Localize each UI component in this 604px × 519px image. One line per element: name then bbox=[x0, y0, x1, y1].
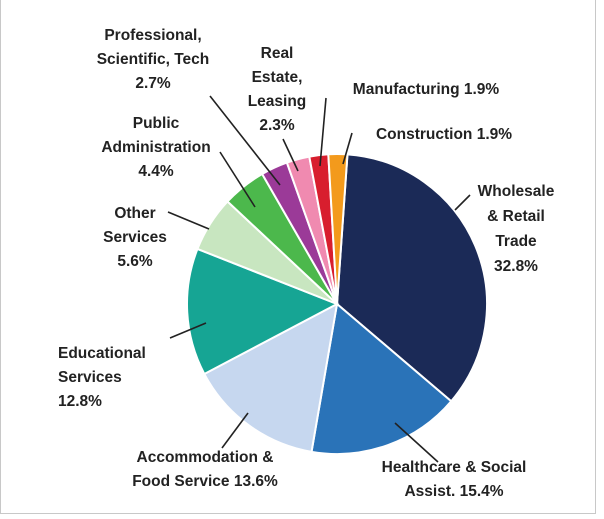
slice-label-3-line-0: Educational bbox=[58, 345, 146, 362]
slice-label-0-line-1: & Retail bbox=[487, 208, 545, 225]
slice-label-3-line-2: 12.8% bbox=[58, 393, 102, 410]
slice-label-5-line-2: 4.4% bbox=[138, 163, 174, 180]
slice-label-7-line-0: Real bbox=[261, 45, 294, 62]
slice-label-4-line-0: Other bbox=[114, 205, 155, 222]
pie-slice-9 bbox=[327, 153, 349, 305]
slice-label-7: Real Estate, Leasing 2.3% bbox=[248, 45, 307, 134]
slice-label-7-line-2: Leasing bbox=[248, 93, 307, 110]
leader-line-2 bbox=[221, 412, 249, 449]
slice-label-0: Wholesale & Retail Trade 32.8% bbox=[478, 183, 555, 275]
slice-label-8-line-0: Manufacturing 1.9% bbox=[353, 81, 500, 98]
slice-label-6-line-0: Professional, bbox=[104, 27, 201, 44]
leader-line-7 bbox=[282, 138, 299, 172]
slice-label-3-line-1: Services bbox=[58, 369, 122, 386]
slice-label-1-line-1: Assist. 15.4% bbox=[404, 483, 503, 500]
slice-label-4-line-1: Services bbox=[103, 229, 167, 246]
slice-label-7-line-1: Estate, bbox=[252, 69, 303, 86]
leader-line-8 bbox=[319, 97, 327, 167]
slice-label-2: Accommodation & Food Service 13.6% bbox=[132, 449, 278, 490]
slice-label-6-line-1: Scientific, Tech bbox=[97, 51, 210, 68]
pie-slices bbox=[186, 153, 488, 455]
leader-line-0 bbox=[454, 194, 471, 211]
slice-label-3: Educational Services 12.8% bbox=[58, 345, 146, 410]
slice-label-7-line-3: 2.3% bbox=[259, 117, 295, 134]
slice-label-4-line-2: 5.6% bbox=[117, 253, 153, 270]
leader-line-4 bbox=[167, 211, 210, 230]
slice-label-0-line-3: 32.8% bbox=[494, 258, 538, 275]
leader-line-9 bbox=[342, 132, 353, 165]
slice-label-8: Manufacturing 1.9% bbox=[353, 81, 500, 98]
pie-slice-2 bbox=[202, 302, 339, 453]
slice-label-9: Construction 1.9% bbox=[376, 126, 512, 143]
slice-label-4: Other Services 5.6% bbox=[103, 205, 167, 270]
slice-label-9-line-0: Construction 1.9% bbox=[376, 126, 512, 143]
leader-line-5 bbox=[219, 151, 256, 208]
leader-line-1 bbox=[394, 422, 439, 463]
slice-label-6: Professional, Scientific, Tech 2.7% bbox=[97, 27, 210, 92]
slice-label-5: Public Administration 4.4% bbox=[101, 115, 210, 180]
slice-label-2-line-0: Accommodation & bbox=[137, 449, 274, 466]
pie-slice-3 bbox=[186, 247, 340, 376]
leader-line-6 bbox=[209, 95, 281, 186]
slice-label-2-line-1: Food Service 13.6% bbox=[132, 473, 278, 490]
pie-slice-1 bbox=[310, 302, 453, 455]
slice-label-1-line-0: Healthcare & Social bbox=[382, 459, 527, 476]
leader-line-3 bbox=[169, 322, 207, 339]
slice-label-5-line-0: Public bbox=[133, 115, 180, 132]
pie-slice-0 bbox=[335, 153, 488, 403]
slice-label-1: Healthcare & Social Assist. 15.4% bbox=[382, 459, 527, 500]
slice-label-0-line-0: Wholesale bbox=[478, 183, 555, 200]
slice-label-5-line-1: Administration bbox=[101, 139, 210, 156]
slice-label-6-line-2: 2.7% bbox=[135, 75, 171, 92]
slice-label-0-line-2: Trade bbox=[495, 233, 537, 250]
